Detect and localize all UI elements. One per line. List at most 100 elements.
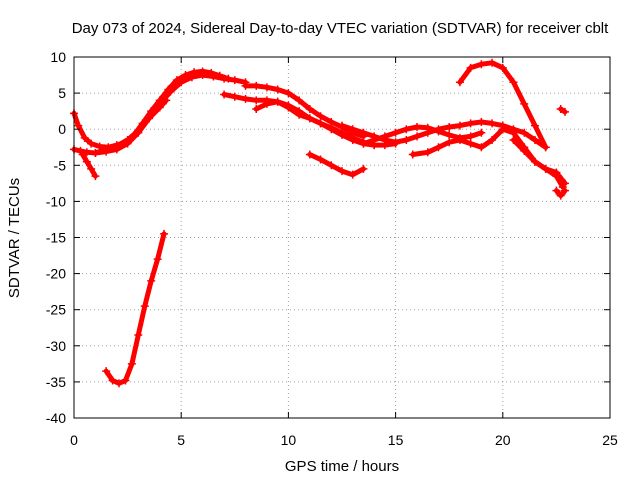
data-point [413,123,422,132]
data-point [273,97,282,106]
data-point [391,128,400,137]
x-tick-label: 0 [70,432,78,448]
data-point [153,255,162,264]
data-point [552,186,561,195]
data-point [241,94,250,103]
x-tick-label: 25 [602,432,618,448]
data-point [434,143,443,152]
series-track-9 [305,150,368,179]
data-point [348,125,357,134]
data-point [241,81,250,90]
data-point [556,191,565,200]
data-point [198,71,207,80]
series-track-4 [91,96,171,158]
data-point [327,125,336,134]
data-point [262,99,271,108]
data-point [530,121,539,130]
data-point [102,367,111,376]
data-point [455,121,464,130]
data-point [123,136,132,145]
y-tick-label: -20 [46,266,66,282]
data-point [455,78,464,87]
data-point [391,138,400,147]
data-point [560,107,569,116]
data-point [220,90,229,99]
data-point [488,136,497,145]
series-line [103,231,167,386]
y-tick-label: -35 [46,374,66,390]
data-point [380,132,389,141]
data-point [140,302,149,311]
data-point [316,119,325,128]
series-track-15 [552,186,569,200]
data-point [284,103,293,112]
data-point [455,136,464,145]
data-point [112,141,121,150]
data-point [520,128,529,137]
data-point [552,172,561,181]
data-point [80,133,89,142]
series-track-14 [509,136,567,191]
y-tick-label: 5 [58,85,66,101]
data-point [509,128,518,137]
data-point [74,121,83,130]
data-point [434,127,443,136]
data-point [348,170,357,179]
data-point [166,87,175,96]
data-point [466,132,475,141]
data-point [445,123,454,132]
data-point [370,136,379,145]
data-point [560,186,569,195]
data-point [413,132,422,141]
y-tick-label: -10 [46,193,66,209]
data-point [408,150,417,159]
data-point [530,136,539,145]
data-point [252,96,261,105]
data-point [134,330,143,339]
series-track-5 [102,229,169,388]
data-point [108,376,117,385]
data-point [423,123,432,132]
y-tick-label: -30 [46,338,66,354]
data-point [498,63,507,72]
data-point [327,117,336,126]
data-point [466,139,475,148]
data-point [338,121,346,130]
data-point [359,164,368,173]
data-point [305,104,314,113]
data-point [509,136,518,145]
data-point [509,78,518,87]
data-point [87,164,96,173]
data-point [91,149,100,158]
data-point [295,110,304,119]
data-point [284,89,293,98]
x-axis-label: GPS time / hours [285,458,399,475]
data-point [488,119,497,128]
data-point [91,172,100,181]
series-line [80,152,98,179]
series-track-8 [252,97,400,150]
data-point [477,60,486,69]
data-point [147,276,156,285]
data-point [273,85,282,94]
data-point [530,157,539,166]
data-point [187,73,196,82]
data-point [402,136,411,145]
data-point [162,96,171,105]
data-point [102,145,111,154]
data-point [541,164,550,173]
data-point [230,76,239,85]
data-point [134,126,143,135]
data-point [359,139,368,148]
data-point [230,92,239,101]
data-point [338,167,346,176]
data-point [177,78,186,87]
series-track-11 [359,123,486,148]
data-point [498,125,507,134]
x-tick-label: 15 [388,432,404,448]
data-point [252,104,261,113]
series-track-13 [455,58,550,152]
data-point [82,148,91,157]
data-point [220,74,229,83]
data-point [556,104,565,113]
